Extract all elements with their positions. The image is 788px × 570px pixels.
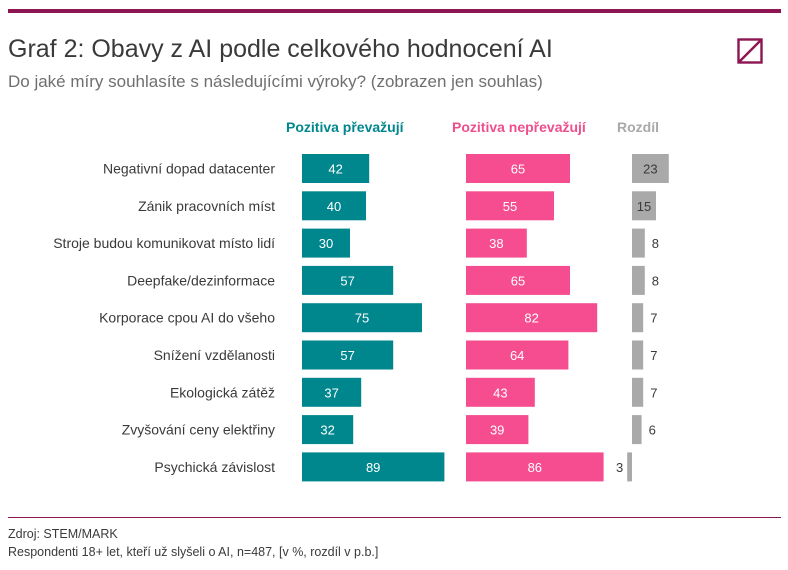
bar-difference xyxy=(632,154,669,183)
category-label: Zvyšování ceny elektřiny xyxy=(122,422,275,438)
data-label-not-positive: 86 xyxy=(528,460,542,475)
data-label-positive: 30 xyxy=(319,236,333,251)
bar-difference xyxy=(632,228,645,258)
bar-difference xyxy=(627,452,632,482)
stem-mark-logo-icon xyxy=(737,38,763,64)
bar-difference xyxy=(632,377,644,407)
bar-difference xyxy=(632,340,644,370)
bar-not-positive xyxy=(466,265,570,295)
data-label-difference: 7 xyxy=(650,311,657,326)
bar-positive xyxy=(302,265,394,295)
bar-positive xyxy=(302,340,394,370)
bar-positive xyxy=(302,154,370,183)
data-label-difference: 15 xyxy=(637,199,651,214)
data-label-not-positive: 65 xyxy=(511,273,525,288)
category-label: Stroje budou komunikovat místo lidí xyxy=(53,235,275,251)
data-label-not-positive: 82 xyxy=(524,311,538,326)
data-label-positive: 32 xyxy=(320,423,334,438)
bar-difference xyxy=(632,415,642,445)
legend-positive: Pozitiva převažují xyxy=(286,119,404,135)
data-label-positive: 75 xyxy=(355,311,369,326)
category-label: Zánik pracovních míst xyxy=(138,198,275,214)
bar-not-positive xyxy=(466,154,570,183)
data-label-not-positive: 39 xyxy=(490,423,504,438)
bar-positive xyxy=(302,452,445,482)
data-label-positive: 37 xyxy=(324,385,338,400)
bar-difference xyxy=(632,265,645,295)
data-label-not-positive: 43 xyxy=(493,385,507,400)
bar-not-positive xyxy=(466,191,554,221)
data-label-not-positive: 38 xyxy=(489,236,503,251)
legend-difference: Rozdíl xyxy=(617,119,659,135)
data-label-difference: 3 xyxy=(616,460,623,475)
data-label-difference: 8 xyxy=(652,236,659,251)
category-label: Deepfake/dezinformace xyxy=(127,272,275,288)
data-label-positive: 57 xyxy=(340,348,354,363)
category-label: Psychická závislost xyxy=(154,459,275,475)
data-label-difference: 23 xyxy=(643,162,657,177)
bar-difference xyxy=(632,191,656,221)
data-label-positive: 89 xyxy=(366,460,380,475)
data-label-positive: 40 xyxy=(327,199,341,214)
data-label-difference: 8 xyxy=(652,273,659,288)
data-label-difference: 7 xyxy=(650,385,657,400)
data-label-positive: 42 xyxy=(328,162,342,177)
category-label: Ekologická zátěž xyxy=(170,384,275,400)
data-label-difference: 7 xyxy=(650,348,657,363)
category-label: Snížení vzdělanosti xyxy=(154,347,275,363)
data-label-difference: 6 xyxy=(649,423,656,438)
footer-divider xyxy=(8,517,781,518)
bar-chart: Negativní dopad datacenter 42 65 23 Zánik pr… xyxy=(53,154,669,482)
bar-positive xyxy=(302,191,366,221)
top-accent-bar xyxy=(8,9,781,13)
bar-positive xyxy=(302,377,362,407)
data-label-not-positive: 65 xyxy=(511,162,525,177)
legend-not-positive: Pozitiva nepřevažují xyxy=(452,119,586,135)
bar-not-positive xyxy=(466,340,569,370)
bar-positive xyxy=(302,415,354,445)
data-label-not-positive: 55 xyxy=(503,199,517,214)
category-label: Negativní dopad datacenter xyxy=(103,161,275,177)
data-label-positive: 57 xyxy=(340,273,354,288)
bar-not-positive xyxy=(466,415,529,445)
bar-not-positive xyxy=(466,303,598,333)
bar-difference xyxy=(632,303,644,333)
bar-positive xyxy=(302,228,350,258)
source-text: Zdroj: STEM/MARK xyxy=(8,527,118,541)
data-label-not-positive: 64 xyxy=(510,348,524,363)
chart-subtitle: Do jaké míry souhlasíte s následujícími … xyxy=(8,72,543,91)
chart-title: Graf 2: Obavy z AI podle celkového hodno… xyxy=(8,35,553,63)
category-label: Korporace cpou AI do všeho xyxy=(99,310,275,326)
bar-not-positive xyxy=(466,452,604,482)
footnote-text: Respondenti 18+ let, kteří už slyšeli o … xyxy=(8,545,379,559)
bar-not-positive xyxy=(466,377,535,407)
bar-not-positive xyxy=(466,228,527,258)
bar-positive xyxy=(302,303,422,333)
